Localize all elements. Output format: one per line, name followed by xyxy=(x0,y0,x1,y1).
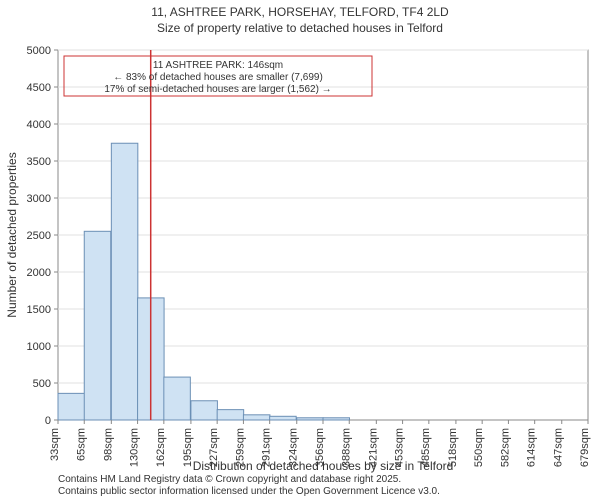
chart-title-line2: Size of property relative to detached ho… xyxy=(157,21,443,35)
x-tick-label: 130sqm xyxy=(129,428,141,467)
x-tick-label: 98sqm xyxy=(102,428,114,461)
chart-title-line1: 11, ASHTREE PARK, HORSEHAY, TELFORD, TF4… xyxy=(151,5,449,19)
y-tick-label: 2000 xyxy=(27,267,51,279)
histogram-bar xyxy=(164,377,191,420)
histogram-bar xyxy=(217,410,244,420)
x-tick-label: 614sqm xyxy=(526,428,538,467)
annotation-line1: 11 ASHTREE PARK: 146sqm xyxy=(153,60,283,71)
y-axis-label: Number of detached properties xyxy=(5,152,19,317)
y-tick-label: 1000 xyxy=(27,341,51,353)
x-tick-label: 33sqm xyxy=(49,428,61,461)
x-tick-label: 679sqm xyxy=(579,428,591,467)
x-tick-label: 582sqm xyxy=(499,428,511,467)
y-tick-label: 3000 xyxy=(27,193,51,205)
annotation-line2: ← 83% of detached houses are smaller (7,… xyxy=(113,72,323,83)
histogram-bar xyxy=(297,418,324,420)
x-tick-label: 550sqm xyxy=(473,428,485,467)
footer-line2: Contains public sector information licen… xyxy=(58,486,440,497)
histogram-bar xyxy=(323,418,350,420)
annotation-line3: 17% of semi-detached houses are larger (… xyxy=(104,84,331,95)
histogram-bar xyxy=(191,401,218,420)
y-tick-label: 4500 xyxy=(27,82,51,94)
histogram-bar xyxy=(84,231,111,420)
y-tick-label: 2500 xyxy=(27,230,51,242)
histogram-bar xyxy=(58,393,85,420)
x-tick-label: 162sqm xyxy=(155,428,167,467)
footer-line1: Contains HM Land Registry data © Crown c… xyxy=(58,474,401,485)
y-tick-label: 500 xyxy=(33,378,51,390)
x-axis-label: Distribution of detached houses by size … xyxy=(193,459,454,473)
histogram-bar xyxy=(270,416,297,420)
x-tick-label: 647sqm xyxy=(553,428,565,467)
y-tick-label: 0 xyxy=(45,415,51,427)
y-tick-label: 5000 xyxy=(27,45,51,57)
property-size-chart: 11, ASHTREE PARK, HORSEHAY, TELFORD, TF4… xyxy=(0,0,600,500)
x-tick-label: 65sqm xyxy=(75,428,87,461)
y-tick-label: 3500 xyxy=(27,156,51,168)
histogram-bar xyxy=(243,415,270,420)
y-tick-label: 1500 xyxy=(27,304,51,316)
y-tick-label: 4000 xyxy=(27,119,51,131)
histogram-bar xyxy=(111,143,138,420)
